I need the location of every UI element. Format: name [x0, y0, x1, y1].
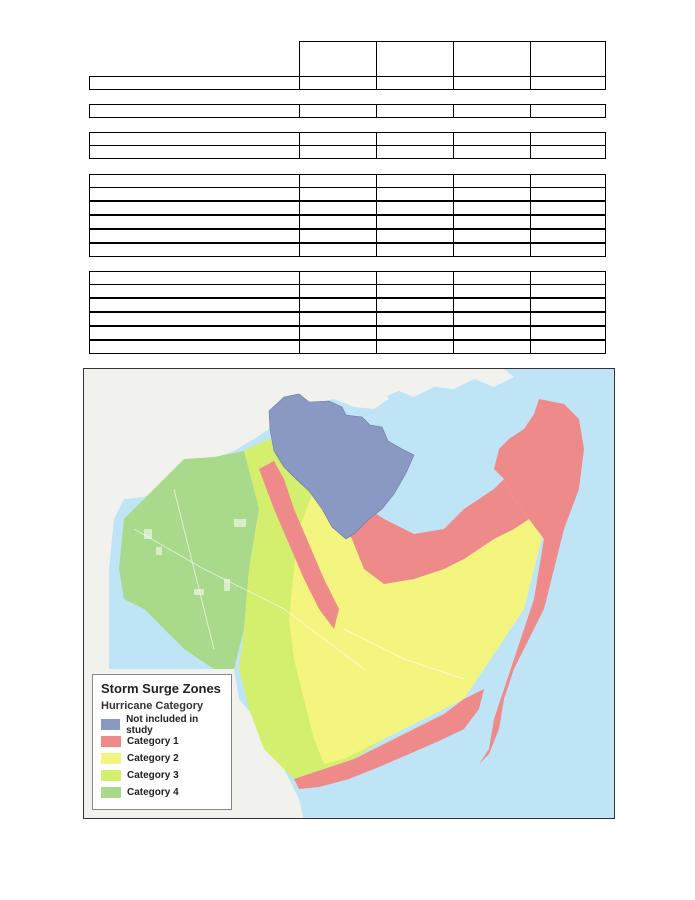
- legend-label: Category 2: [127, 753, 179, 764]
- table-row: [89, 187, 606, 201]
- table-section: [89, 132, 606, 160]
- zone-category-1-south: [294, 689, 484, 789]
- zone-category-1-coast: [479, 399, 584, 764]
- table-row: [89, 326, 606, 340]
- table-row: [89, 298, 606, 312]
- legend-swatch: [101, 736, 121, 747]
- table-section: [89, 104, 606, 118]
- legend-item-category-3: Category 3: [101, 767, 223, 784]
- data-table: [89, 41, 606, 91]
- legend-item-category-4: Category 4: [101, 784, 223, 801]
- zone-category-1-bayside: [344, 479, 529, 584]
- table-header-cell: [530, 41, 606, 77]
- table-row: [89, 145, 606, 159]
- table-header-cell: [453, 41, 531, 77]
- legend-swatch: [101, 719, 121, 730]
- table-row: [89, 229, 606, 243]
- table-row: [89, 284, 606, 298]
- table-row: [89, 76, 606, 90]
- table-header-cell: [376, 41, 454, 77]
- table-row: [89, 312, 606, 326]
- table-row: [89, 215, 606, 229]
- legend-label: Not included in study: [126, 713, 199, 736]
- legend-label: Category 1: [127, 736, 179, 747]
- table-row: [89, 201, 606, 215]
- legend-swatch: [101, 787, 121, 798]
- table-row: [89, 132, 606, 146]
- table-row: [89, 271, 606, 285]
- table-section: [89, 271, 606, 355]
- legend-label: Category 4: [127, 787, 179, 798]
- table-section: [89, 174, 606, 258]
- table-row: [89, 104, 606, 118]
- map-legend: Storm Surge Zones Hurricane Category Not…: [92, 674, 232, 810]
- zone-not-included: [268, 393, 415, 540]
- basemap-land-north: [299, 369, 514, 397]
- legend-subtitle: Hurricane Category: [101, 700, 204, 712]
- table-row: [89, 174, 606, 188]
- table-row: [89, 243, 606, 257]
- terrain-detail: [144, 519, 246, 595]
- table-header-cell: [299, 41, 377, 77]
- basemap-land: [84, 369, 389, 669]
- zone-category-2: [289, 489, 544, 764]
- legend-swatch: [101, 753, 121, 764]
- legend-item-category-1: Category 1: [101, 733, 223, 750]
- table-row: [89, 340, 606, 354]
- legend-item-not-included: Not included in study: [101, 713, 223, 736]
- road-lines: [133, 488, 465, 680]
- storm-surge-map[interactable]: Storm Surge Zones Hurricane Category Not…: [83, 368, 615, 819]
- legend-item-category-2: Category 2: [101, 750, 223, 767]
- legend-title: Storm Surge Zones: [101, 681, 221, 696]
- legend-label: Category 3: [127, 770, 179, 781]
- zone-category-1-channel: [259, 461, 339, 629]
- legend-swatch: [101, 770, 121, 781]
